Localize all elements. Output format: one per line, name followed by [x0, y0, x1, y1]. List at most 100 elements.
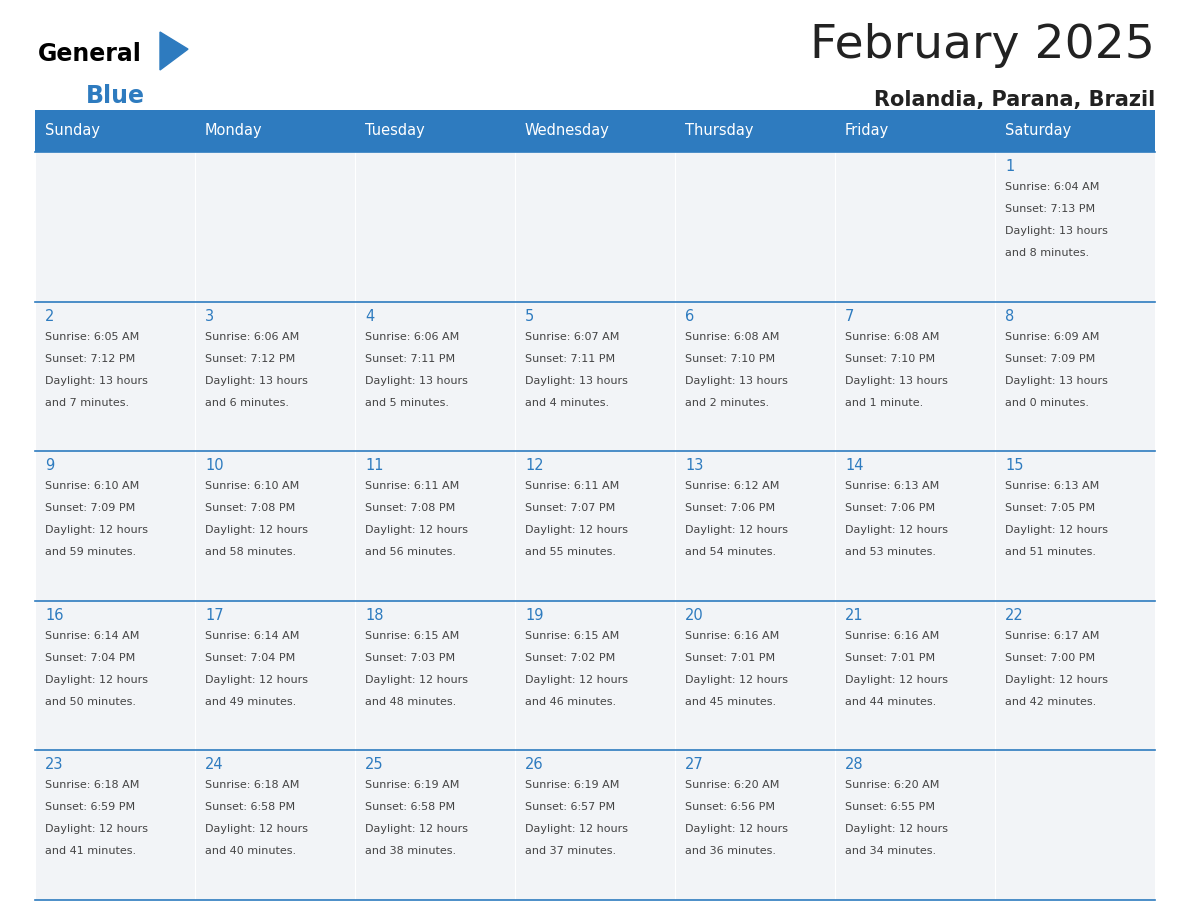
Bar — [34, 750, 1155, 900]
Text: Sunrise: 6:14 AM: Sunrise: 6:14 AM — [206, 631, 299, 641]
Text: Sunrise: 6:10 AM: Sunrise: 6:10 AM — [45, 481, 139, 491]
Text: 4: 4 — [365, 308, 374, 324]
Text: Sunset: 7:10 PM: Sunset: 7:10 PM — [685, 353, 775, 364]
Text: Sunrise: 6:07 AM: Sunrise: 6:07 AM — [525, 331, 619, 341]
Text: 27: 27 — [685, 757, 703, 772]
Text: and 0 minutes.: and 0 minutes. — [1005, 397, 1089, 408]
Text: 7: 7 — [845, 308, 854, 324]
Text: Sunrise: 6:08 AM: Sunrise: 6:08 AM — [685, 331, 779, 341]
Text: Daylight: 13 hours: Daylight: 13 hours — [1005, 375, 1108, 386]
Text: and 34 minutes.: and 34 minutes. — [845, 846, 936, 856]
Text: 19: 19 — [525, 608, 543, 622]
Text: February 2025: February 2025 — [810, 23, 1155, 68]
Text: Sunset: 7:05 PM: Sunset: 7:05 PM — [1005, 503, 1095, 513]
Text: Saturday: Saturday — [1005, 124, 1072, 139]
Text: Sunset: 7:10 PM: Sunset: 7:10 PM — [845, 353, 935, 364]
Text: Sunrise: 6:20 AM: Sunrise: 6:20 AM — [845, 780, 940, 790]
Bar — [34, 600, 1155, 750]
Text: Sunset: 7:09 PM: Sunset: 7:09 PM — [1005, 353, 1095, 364]
Text: Sunset: 7:08 PM: Sunset: 7:08 PM — [206, 503, 296, 513]
Text: Sunrise: 6:17 AM: Sunrise: 6:17 AM — [1005, 631, 1099, 641]
Text: and 48 minutes.: and 48 minutes. — [365, 697, 456, 707]
Text: Sunset: 7:00 PM: Sunset: 7:00 PM — [1005, 653, 1095, 663]
Text: Daylight: 12 hours: Daylight: 12 hours — [365, 525, 468, 535]
Text: 9: 9 — [45, 458, 55, 473]
Text: 28: 28 — [845, 757, 864, 772]
Text: and 55 minutes.: and 55 minutes. — [525, 547, 617, 557]
Text: Sunday: Sunday — [45, 124, 100, 139]
Text: Sunrise: 6:13 AM: Sunrise: 6:13 AM — [1005, 481, 1099, 491]
Text: Daylight: 12 hours: Daylight: 12 hours — [1005, 675, 1108, 685]
Text: Sunset: 7:01 PM: Sunset: 7:01 PM — [845, 653, 935, 663]
Text: Sunrise: 6:04 AM: Sunrise: 6:04 AM — [1005, 182, 1099, 192]
Text: Sunrise: 6:13 AM: Sunrise: 6:13 AM — [845, 481, 940, 491]
Text: and 37 minutes.: and 37 minutes. — [525, 846, 617, 856]
Text: Sunrise: 6:20 AM: Sunrise: 6:20 AM — [685, 780, 779, 790]
Text: Daylight: 12 hours: Daylight: 12 hours — [525, 525, 628, 535]
Text: Daylight: 13 hours: Daylight: 13 hours — [685, 375, 788, 386]
Text: 23: 23 — [45, 757, 63, 772]
Text: Sunrise: 6:15 AM: Sunrise: 6:15 AM — [525, 631, 619, 641]
Text: Sunset: 7:06 PM: Sunset: 7:06 PM — [685, 503, 775, 513]
Text: 16: 16 — [45, 608, 63, 622]
Text: Daylight: 12 hours: Daylight: 12 hours — [845, 525, 948, 535]
Text: and 46 minutes.: and 46 minutes. — [525, 697, 617, 707]
Text: 14: 14 — [845, 458, 864, 473]
Text: Sunrise: 6:16 AM: Sunrise: 6:16 AM — [685, 631, 779, 641]
Text: Daylight: 12 hours: Daylight: 12 hours — [206, 525, 308, 535]
Text: Daylight: 12 hours: Daylight: 12 hours — [206, 824, 308, 834]
Text: Sunset: 6:59 PM: Sunset: 6:59 PM — [45, 802, 135, 812]
Text: 18: 18 — [365, 608, 384, 622]
Bar — [34, 152, 1155, 302]
Text: Daylight: 12 hours: Daylight: 12 hours — [45, 675, 148, 685]
Text: and 42 minutes.: and 42 minutes. — [1005, 697, 1097, 707]
Text: Daylight: 13 hours: Daylight: 13 hours — [1005, 226, 1108, 236]
Text: Friday: Friday — [845, 124, 890, 139]
Text: Sunset: 7:01 PM: Sunset: 7:01 PM — [685, 653, 775, 663]
Text: and 51 minutes.: and 51 minutes. — [1005, 547, 1097, 557]
Text: Sunset: 7:12 PM: Sunset: 7:12 PM — [45, 353, 135, 364]
Text: Monday: Monday — [206, 124, 263, 139]
Text: Sunset: 7:11 PM: Sunset: 7:11 PM — [365, 353, 455, 364]
Text: General: General — [38, 42, 141, 66]
Text: and 44 minutes.: and 44 minutes. — [845, 697, 936, 707]
Text: Sunrise: 6:19 AM: Sunrise: 6:19 AM — [365, 780, 460, 790]
Text: and 56 minutes.: and 56 minutes. — [365, 547, 456, 557]
Text: and 36 minutes.: and 36 minutes. — [685, 846, 776, 856]
Text: and 49 minutes.: and 49 minutes. — [206, 697, 296, 707]
Text: Daylight: 12 hours: Daylight: 12 hours — [685, 675, 788, 685]
Text: and 5 minutes.: and 5 minutes. — [365, 397, 449, 408]
Bar — [34, 302, 1155, 452]
Text: 8: 8 — [1005, 308, 1015, 324]
Text: Sunrise: 6:09 AM: Sunrise: 6:09 AM — [1005, 331, 1099, 341]
Text: Daylight: 12 hours: Daylight: 12 hours — [845, 824, 948, 834]
Text: Sunset: 7:06 PM: Sunset: 7:06 PM — [845, 503, 935, 513]
Text: and 1 minute.: and 1 minute. — [845, 397, 923, 408]
Text: 21: 21 — [845, 608, 864, 622]
Text: Sunset: 6:56 PM: Sunset: 6:56 PM — [685, 802, 775, 812]
Text: Daylight: 13 hours: Daylight: 13 hours — [525, 375, 628, 386]
Text: Sunrise: 6:11 AM: Sunrise: 6:11 AM — [525, 481, 619, 491]
Text: Sunset: 7:04 PM: Sunset: 7:04 PM — [45, 653, 135, 663]
Text: 6: 6 — [685, 308, 694, 324]
Text: Sunset: 7:07 PM: Sunset: 7:07 PM — [525, 503, 615, 513]
Text: Sunrise: 6:05 AM: Sunrise: 6:05 AM — [45, 331, 139, 341]
Text: 15: 15 — [1005, 458, 1024, 473]
Text: and 54 minutes.: and 54 minutes. — [685, 547, 776, 557]
Text: 5: 5 — [525, 308, 535, 324]
Bar — [34, 110, 1155, 152]
Text: Sunset: 7:12 PM: Sunset: 7:12 PM — [206, 353, 296, 364]
Text: and 8 minutes.: and 8 minutes. — [1005, 248, 1089, 258]
Text: Daylight: 12 hours: Daylight: 12 hours — [365, 824, 468, 834]
Text: and 50 minutes.: and 50 minutes. — [45, 697, 135, 707]
Text: and 7 minutes.: and 7 minutes. — [45, 397, 129, 408]
Text: 13: 13 — [685, 458, 703, 473]
Text: Sunrise: 6:15 AM: Sunrise: 6:15 AM — [365, 631, 460, 641]
Text: 10: 10 — [206, 458, 223, 473]
Text: and 58 minutes.: and 58 minutes. — [206, 547, 296, 557]
Text: Sunset: 7:08 PM: Sunset: 7:08 PM — [365, 503, 455, 513]
Text: and 45 minutes.: and 45 minutes. — [685, 697, 776, 707]
Text: 1: 1 — [1005, 159, 1015, 174]
Text: 11: 11 — [365, 458, 384, 473]
Text: Sunrise: 6:14 AM: Sunrise: 6:14 AM — [45, 631, 139, 641]
